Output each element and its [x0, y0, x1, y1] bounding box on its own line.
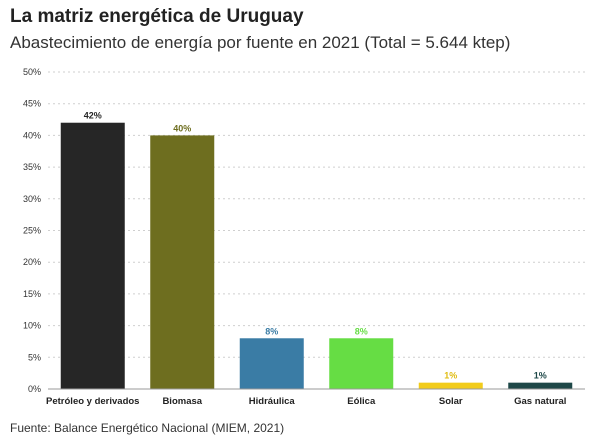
y-tick-label: 10%: [23, 321, 41, 331]
y-tick-label: 5%: [28, 352, 41, 362]
data-label: 8%: [265, 326, 278, 336]
chart-subtitle: Abastecimiento de energía por fuente en …: [10, 33, 511, 52]
grid-lines: [48, 71, 585, 358]
data-label: 8%: [355, 326, 368, 336]
category-label: Gas natural: [514, 396, 566, 407]
y-tick-label: 0%: [28, 384, 41, 394]
bars: [60, 122, 573, 389]
x-axis-categories: Petróleo y derivados Biomasa Hidráulica Eól…: [46, 396, 566, 407]
bar: [418, 382, 483, 389]
category-label: Petróleo y derivados: [46, 396, 139, 407]
category-label: Eólica: [347, 396, 376, 407]
category-label: Solar: [439, 396, 463, 407]
y-tick-label: 40%: [23, 130, 41, 140]
y-tick-label: 20%: [23, 257, 41, 267]
data-label: 1%: [534, 371, 547, 381]
bar-chart: 0% 5% 10% 15% 20% 25% 30% 35% 40% 45% 50% 42% 40% 8%…: [23, 67, 585, 407]
source-note: Fuente: Balance Energético Nacional (MIE…: [10, 421, 285, 435]
chart-title: La matriz energética de Uruguay: [10, 6, 304, 27]
data-label: 42%: [84, 111, 102, 121]
bar: [150, 135, 215, 389]
bar: [508, 382, 573, 389]
bar: [329, 338, 394, 389]
data-labels: 42% 40% 8% 8% 1% 1%: [84, 111, 547, 381]
bar: [60, 122, 125, 389]
y-tick-label: 35%: [23, 162, 41, 172]
y-tick-label: 45%: [23, 99, 41, 109]
y-tick-label: 50%: [23, 67, 41, 77]
y-tick-label: 15%: [23, 289, 41, 299]
category-label: Biomasa: [162, 396, 202, 407]
data-label: 40%: [173, 123, 191, 133]
category-label: Hidráulica: [249, 396, 296, 407]
y-axis-ticks: 0% 5% 10% 15% 20% 25% 30% 35% 40% 45% 50%: [23, 67, 41, 394]
bar: [239, 338, 304, 389]
y-tick-label: 25%: [23, 226, 41, 236]
data-label: 1%: [444, 371, 457, 381]
y-tick-label: 30%: [23, 194, 41, 204]
